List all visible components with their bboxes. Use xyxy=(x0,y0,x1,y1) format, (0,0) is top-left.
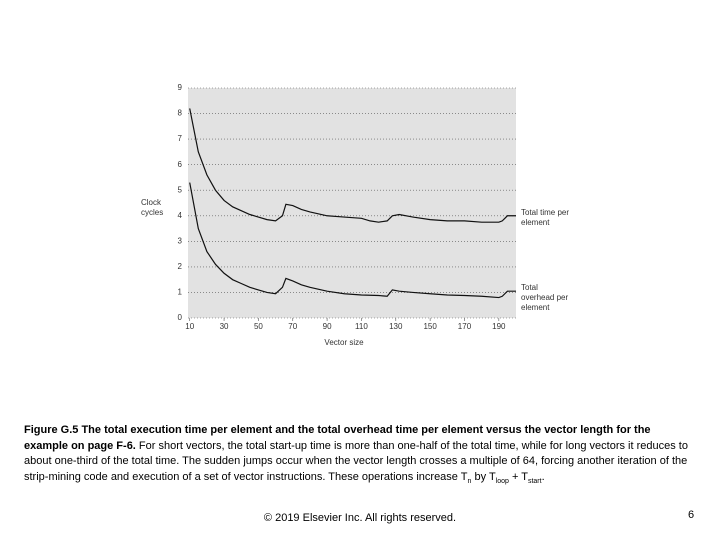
series-label: Total overhead per element xyxy=(521,283,569,313)
x-tick-label: 170 xyxy=(458,322,472,331)
x-tick-label: 130 xyxy=(389,322,403,331)
y-tick-label: 3 xyxy=(178,236,183,245)
copyright: © 2019 Elsevier Inc. All rights reserved… xyxy=(263,512,457,524)
caption-bold: Figure G.5 The total execution time per … xyxy=(24,424,651,452)
x-axis-label: Vector size xyxy=(324,338,364,347)
x-tick-label: 150 xyxy=(423,322,437,331)
x-tick-label: 190 xyxy=(492,322,506,331)
plot-area xyxy=(188,88,516,318)
x-tick-label: 110 xyxy=(355,322,368,331)
caption: Figure G.5 The total execution time per … xyxy=(24,423,694,489)
y-tick-label: 7 xyxy=(178,134,183,143)
y-axis-label: Clock cycles xyxy=(141,198,164,217)
caption-normal: + T xyxy=(508,470,528,483)
y-tick-label: 6 xyxy=(178,160,183,169)
series-line xyxy=(189,108,516,223)
x-tick-label: 70 xyxy=(288,322,297,331)
y-tick-label: 4 xyxy=(178,211,183,220)
x-tick-label: 30 xyxy=(220,322,229,331)
y-tick-label: 8 xyxy=(178,109,183,118)
y-tick-label: 2 xyxy=(178,262,183,271)
x-tick-label: 50 xyxy=(254,322,263,331)
caption-normal: . xyxy=(541,470,545,483)
caption-normal: For short vectors, the total start-up ti… xyxy=(24,439,688,483)
y-tick-label: 0 xyxy=(178,313,183,322)
y-tick-label: 5 xyxy=(178,185,183,194)
caption-sub: start xyxy=(527,477,542,485)
caption-normal: by T xyxy=(471,470,496,483)
series-line xyxy=(189,182,516,299)
x-tick-label: 90 xyxy=(323,322,332,331)
page-number: 6 xyxy=(688,509,695,521)
caption-sub: n xyxy=(467,477,472,485)
y-tick-label: 9 xyxy=(178,83,183,92)
x-tick-label: 10 xyxy=(185,322,194,331)
caption-sub: loop xyxy=(495,477,509,485)
y-tick-label: 1 xyxy=(178,288,183,297)
series-label: Total time per element xyxy=(521,207,570,227)
